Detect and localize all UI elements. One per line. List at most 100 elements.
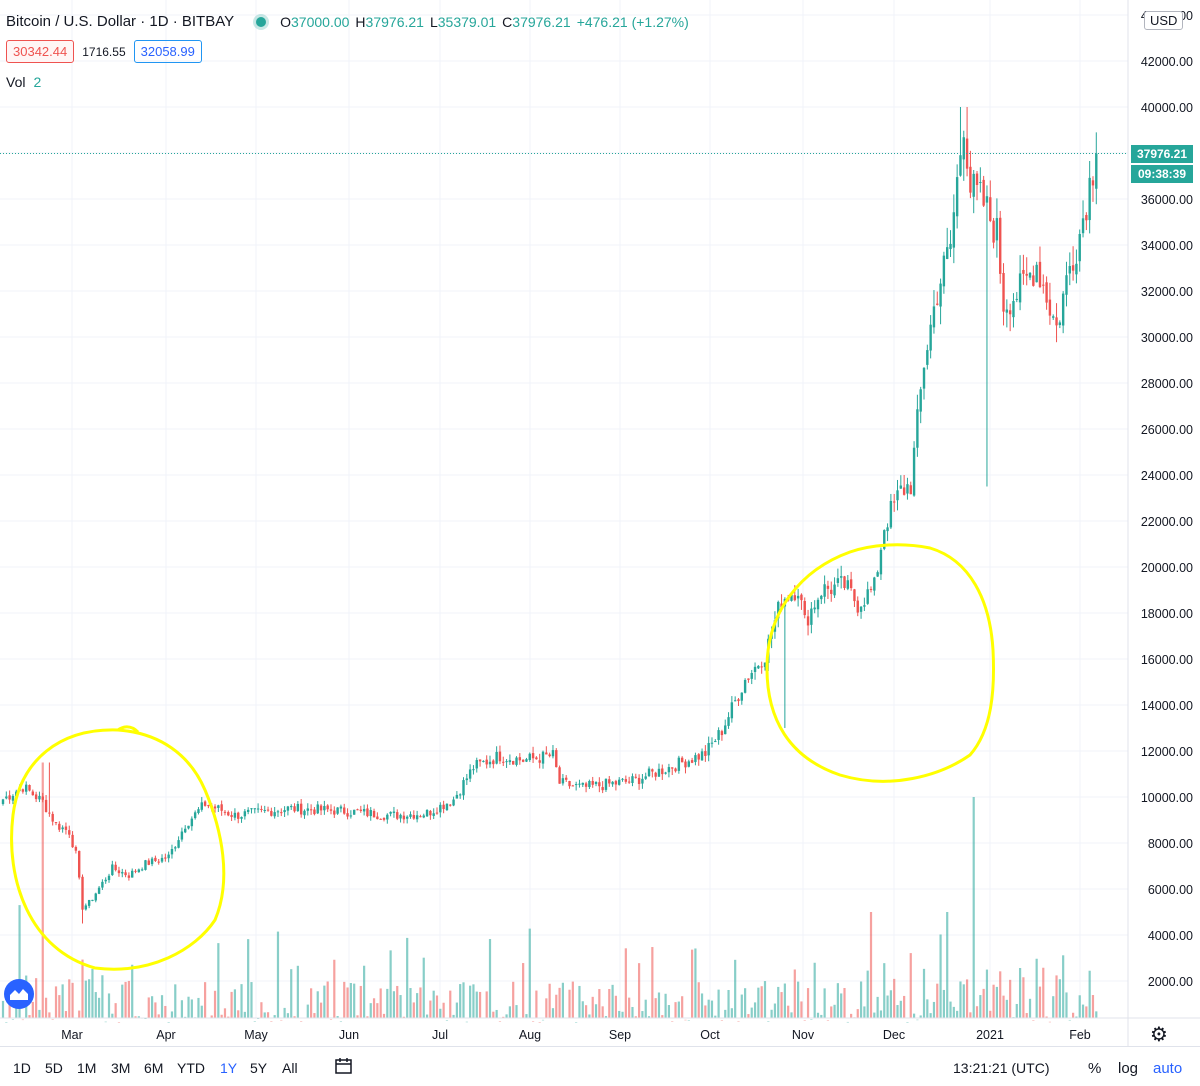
candle-body	[657, 768, 661, 777]
range-6m-button[interactable]: 6M	[144, 1060, 164, 1076]
candle-body	[127, 875, 131, 878]
candle-body	[969, 166, 972, 193]
volume-bar	[1075, 1016, 1078, 1018]
volume-bar	[512, 981, 515, 1018]
volume-bar	[5, 1022, 8, 1023]
volume-bar	[972, 797, 975, 1018]
volume-bar	[190, 999, 193, 1018]
volume-legend[interactable]: Vol 2	[6, 74, 41, 90]
price-tick-label: 26000.00	[1141, 423, 1193, 437]
auto-scale-button[interactable]: auto	[1153, 1060, 1183, 1077]
candle-body	[313, 809, 316, 815]
time-axis[interactable]: Mar Apr May Jun Jul Aug Sep Oct Nov Dec 2021 Feb	[0, 1017, 1200, 1042]
candle-body	[637, 777, 641, 785]
log-scale-button[interactable]: log	[1118, 1060, 1139, 1077]
candle-body	[568, 781, 571, 787]
candle-body	[959, 155, 962, 176]
candle-body	[598, 782, 601, 787]
candle-body	[1012, 301, 1015, 318]
volume-bar	[81, 959, 84, 1018]
candle-body	[634, 776, 637, 778]
candle-body	[594, 781, 598, 785]
volume-bar	[859, 981, 863, 1018]
candle-body	[588, 780, 591, 788]
candle-body	[280, 812, 283, 814]
volume-bar	[478, 991, 482, 1018]
volume-bar	[624, 948, 627, 1018]
volume-bar	[406, 937, 409, 1018]
range-all-button[interactable]: All	[282, 1060, 298, 1076]
candle-body	[942, 255, 946, 287]
volume-bar	[545, 998, 548, 1018]
time-tick-label: Nov	[792, 1028, 815, 1042]
volume-bar	[263, 1012, 266, 1018]
volume-bar	[869, 912, 873, 1018]
volume-bar	[71, 982, 74, 1018]
volume-bar	[879, 1010, 883, 1018]
candle-body	[853, 589, 856, 602]
candle-body	[697, 754, 700, 760]
range-1d-button[interactable]: 1D	[13, 1060, 31, 1076]
candle-body	[839, 576, 843, 578]
range-3m-button[interactable]: 3M	[111, 1060, 131, 1076]
range-1m-button[interactable]: 1M	[77, 1060, 97, 1076]
candle-body	[574, 784, 578, 786]
range-5d-button[interactable]: 5D	[45, 1060, 63, 1076]
candle-body	[343, 807, 346, 814]
candle-body	[896, 490, 899, 501]
candle-body	[992, 220, 995, 243]
candle-body	[816, 599, 820, 610]
volume-bar	[677, 1001, 680, 1018]
volume-bar	[1045, 1016, 1048, 1018]
go-to-date-icon[interactable]	[334, 1057, 354, 1080]
volume-bar	[989, 1010, 992, 1018]
candle-body	[5, 796, 8, 799]
candle-body	[439, 804, 442, 813]
volume-bar	[850, 1013, 853, 1018]
tradingview-logo-icon[interactable]	[4, 979, 34, 1009]
volume-bar	[180, 1000, 184, 1018]
candle-body	[1081, 218, 1085, 234]
volume-bar	[492, 1011, 495, 1018]
symbol-title[interactable]: Bitcoin / U.S. Dollar · 1D · BITBAY	[6, 13, 235, 30]
volume-bar	[1081, 1004, 1085, 1018]
range-1y-button[interactable]: 1Y	[220, 1060, 238, 1076]
candle-body	[339, 806, 343, 809]
utc-clock[interactable]: 13:21:21 (UTC)	[953, 1060, 1050, 1076]
volume-bar	[58, 995, 61, 1018]
currency-button[interactable]: USD	[1144, 11, 1184, 30]
volume-bar	[18, 905, 21, 1018]
sell-button[interactable]: 30342.44	[6, 40, 75, 63]
range-ytd-button[interactable]: YTD	[177, 1060, 205, 1076]
candle-body	[548, 754, 551, 757]
candle-body	[985, 196, 989, 203]
volume-bar	[691, 949, 694, 1018]
candle-body	[982, 179, 985, 206]
price-chart[interactable]: 2000.00 4000.00 6000.00 8000.00 10000.00 1200…	[0, 0, 1200, 1046]
range-5y-button[interactable]: 5Y	[250, 1060, 268, 1076]
candle-body	[584, 783, 588, 787]
volume-bar	[1088, 970, 1091, 1018]
candle-body	[270, 811, 273, 816]
candle-body	[535, 757, 538, 760]
candle-body	[899, 485, 903, 489]
volume-bar	[84, 980, 87, 1018]
candle-body	[515, 757, 518, 765]
candle-body	[1002, 272, 1005, 312]
buy-button[interactable]: 32058.99	[133, 40, 202, 63]
volume-bar	[449, 990, 452, 1018]
candle-body	[369, 810, 372, 817]
time-tick-label: Feb	[1069, 1028, 1091, 1042]
volume-bar	[744, 988, 747, 1018]
volume-bar	[909, 953, 912, 1018]
time-tick-label: Jun	[339, 1028, 359, 1042]
settings-gear-icon[interactable]: ⚙	[1150, 1024, 1168, 1046]
volume-bar	[273, 1015, 276, 1018]
price-tick-label: 14000.00	[1141, 699, 1193, 713]
candle-body	[140, 869, 144, 871]
volume-bar	[528, 928, 531, 1018]
volume-bar	[396, 985, 399, 1018]
candle-body	[737, 699, 740, 702]
candle-body	[77, 850, 81, 878]
percent-scale-button[interactable]: %	[1088, 1060, 1102, 1077]
